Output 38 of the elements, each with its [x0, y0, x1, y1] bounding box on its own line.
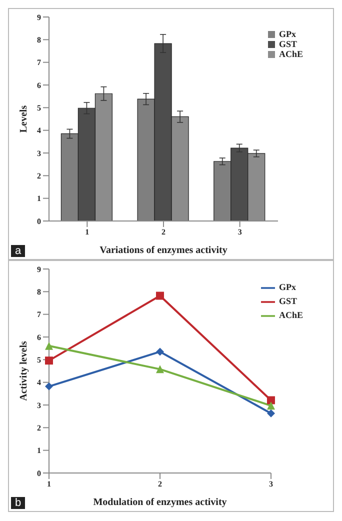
y-tick-label: 7 [37, 310, 41, 320]
y-tick-label: 7 [37, 58, 41, 68]
y-tick-label: 0 [37, 468, 41, 478]
y-axis-title: Levels [18, 105, 30, 133]
text: b [11, 497, 26, 509]
x-tick-label: 1 [85, 228, 90, 237]
y-tick-label: 6 [37, 332, 41, 342]
y-axis-title: Activity levels [18, 341, 30, 401]
x-tick-label: 2 [158, 480, 162, 489]
y-tick-label: 8 [37, 288, 41, 297]
y-tick-label: 4 [37, 378, 41, 388]
y-tick-label: 2 [37, 172, 41, 181]
y-tick-label: 6 [37, 80, 41, 90]
y-tick-label: 9 [37, 264, 41, 274]
y-tick-label: 5 [37, 356, 41, 365]
y-tick-label: 3 [37, 400, 41, 410]
x-axis-title: Variations of enzymes activity [100, 245, 228, 256]
y-tick-label: 0 [37, 216, 41, 226]
y-tick-label: 8 [37, 36, 41, 45]
legend-label: GST [278, 39, 297, 49]
x-tick-label: 1 [47, 480, 51, 489]
y-tick-label: 2 [37, 424, 41, 433]
y-tick-label: 9 [37, 12, 41, 22]
y-tick-label: 1 [37, 194, 41, 204]
legend-label: GST [278, 296, 297, 306]
legend-label: AChE [278, 310, 303, 320]
legend-label: AChE [278, 49, 303, 59]
y-tick-label: 4 [37, 126, 41, 136]
legend-label: GPx [278, 282, 296, 292]
x-tick-label: 2 [161, 228, 166, 237]
y-tick-label: 1 [37, 446, 41, 456]
x-tick-label: 3 [238, 228, 242, 237]
y-tick-label: 5 [37, 104, 41, 113]
x-axis-title: Modulation of enzymes activity [93, 497, 227, 508]
text: a [11, 245, 26, 257]
legend-label: GPx [278, 29, 296, 39]
x-tick-label: 3 [268, 480, 273, 489]
y-tick-label: 3 [37, 148, 41, 158]
